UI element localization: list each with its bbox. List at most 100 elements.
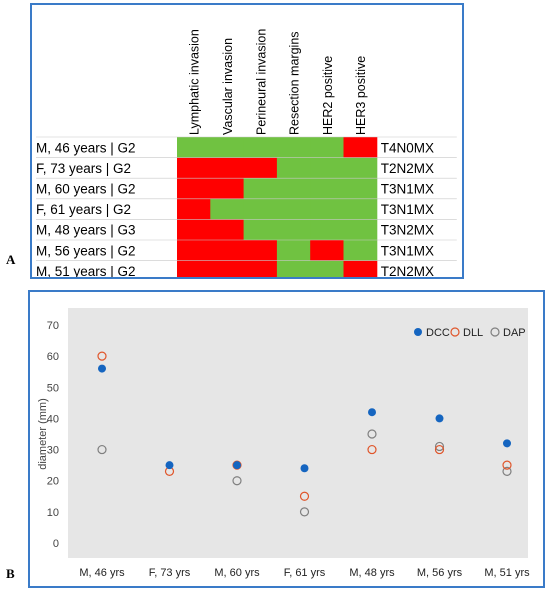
heatmap-cell — [177, 157, 211, 179]
heatmap-cell — [310, 240, 344, 262]
legend-marker — [450, 327, 460, 337]
column-header: Vascular invasion — [221, 38, 235, 135]
heatmap-cell — [243, 260, 278, 282]
column-header: Resection margins — [288, 31, 302, 135]
x-tick-label: F, 61 yrs — [284, 567, 326, 579]
heatmap-cell — [177, 198, 211, 220]
y-tick-label: 50 — [47, 382, 59, 394]
heatmap-cell — [276, 240, 311, 262]
x-tick-label: M, 48 yrs — [349, 567, 395, 579]
panel-label-b: B — [6, 566, 15, 581]
scatter-panel: 0 10 20 30 40 50 60 70 diameter (mm) M, 46 yrs F, … — [28, 290, 545, 588]
y-tick-label: 60 — [47, 351, 59, 363]
heatmap-cell — [243, 157, 278, 179]
point-dap — [232, 476, 242, 486]
y-tick-label: 40 — [47, 413, 59, 425]
stage-label: T3N2MX — [381, 223, 434, 238]
row-label: M, 48 years | G3 — [36, 223, 136, 238]
heatmap-cell — [210, 260, 245, 282]
point-dcc — [435, 414, 444, 423]
point-dcc — [503, 439, 511, 448]
y-tick-label: 30 — [47, 445, 59, 457]
heatmap-cell — [310, 260, 344, 282]
heatmap-cell — [243, 219, 278, 241]
x-tick-label: M, 60 yrs — [214, 567, 260, 579]
heatmap-cell — [310, 198, 344, 220]
heatmap-cell — [343, 260, 378, 282]
heatmap-cell — [243, 240, 278, 262]
heatmap-cell — [210, 137, 245, 159]
x-tick-label: M, 46 yrs — [79, 567, 125, 579]
legend-label: DAP — [503, 327, 526, 339]
heatmap-cell — [343, 157, 378, 179]
column-header: Perineural invasion — [254, 29, 268, 135]
stage-label: T3N1MX — [381, 243, 434, 258]
heatmap-cell — [343, 198, 378, 220]
point-dcc — [300, 464, 309, 473]
heatmap-cell — [243, 178, 278, 200]
heatmap-cell — [276, 198, 311, 220]
heatmap-cell — [276, 219, 311, 241]
legend-label: DLL — [463, 327, 483, 339]
heatmap-cell — [243, 137, 278, 159]
point-dap — [502, 466, 512, 476]
heatmap-cell — [310, 219, 344, 241]
heatmap-cell — [276, 137, 311, 159]
heatmap-cell — [310, 157, 344, 179]
heatmap-cell — [177, 178, 211, 200]
plot-area — [68, 308, 528, 558]
point-dap — [434, 441, 445, 452]
point-dap — [97, 444, 107, 455]
point-dap — [299, 507, 310, 517]
legend-label: DCC — [426, 327, 450, 339]
y-tick-label: 0 — [53, 538, 59, 550]
stage-label: T3N1MX — [381, 182, 434, 197]
heatmap-cell — [210, 219, 245, 241]
heatmap-cell — [276, 260, 311, 282]
x-tick-label: M, 51 yrs — [484, 567, 530, 579]
y-tick-label: 70 — [47, 320, 59, 332]
heatmap-cell — [310, 178, 344, 200]
row-label: M, 51 years | G2 — [36, 264, 136, 277]
heatmap-cell — [343, 178, 378, 200]
row-label: F, 61 years | G2 — [36, 202, 131, 217]
heatmap-cell — [243, 198, 278, 220]
stage-label: T2N2MX — [381, 264, 434, 277]
stage-label: T3N1MX — [381, 202, 434, 217]
heatmap-cell — [177, 240, 211, 262]
heatmap-cell — [343, 137, 378, 159]
point-dll — [299, 491, 310, 501]
point-dll — [502, 460, 512, 470]
point-dcc — [165, 461, 174, 470]
heatmap-cell — [276, 178, 311, 200]
point-dcc — [368, 408, 376, 417]
heatmap-cell — [276, 157, 311, 179]
heatmap-cell — [210, 178, 245, 200]
x-tick-label: F, 73 yrs — [149, 567, 191, 579]
heatmap-cell — [177, 219, 211, 241]
heatmap-cell — [210, 157, 245, 179]
heatmap-panel: Lymphatic invasion Vascular invasion Perin… — [30, 3, 464, 282]
y-tick-label: 20 — [47, 476, 59, 488]
heatmap-cell — [177, 137, 211, 159]
point-dll — [367, 444, 377, 455]
heatmap-cell — [310, 137, 344, 159]
column-header: HER2 positive — [321, 56, 335, 135]
column-header: HER3 positive — [354, 56, 368, 135]
x-tick-label: M, 56 yrs — [417, 567, 463, 579]
row-label: M, 56 years | G2 — [36, 243, 136, 258]
heatmap-chart: Lymphatic invasion Vascular invasion Perin… — [36, 29, 457, 282]
panel-label-a: A — [6, 252, 16, 267]
stage-label: T2N2MX — [381, 161, 434, 176]
legend-marker — [414, 328, 422, 336]
heatmap-cell — [210, 240, 245, 262]
point-dcc — [233, 461, 241, 470]
point-dap — [367, 429, 377, 439]
point-dcc — [98, 364, 106, 373]
row-label: M, 60 years | G2 — [36, 182, 136, 197]
y-tick-label: 10 — [47, 507, 59, 519]
column-header: Lymphatic invasion — [188, 29, 202, 135]
y-axis-label: diameter (mm) — [37, 398, 49, 470]
row-label: M, 46 years | G2 — [36, 140, 136, 155]
heatmap-cell — [343, 219, 378, 241]
